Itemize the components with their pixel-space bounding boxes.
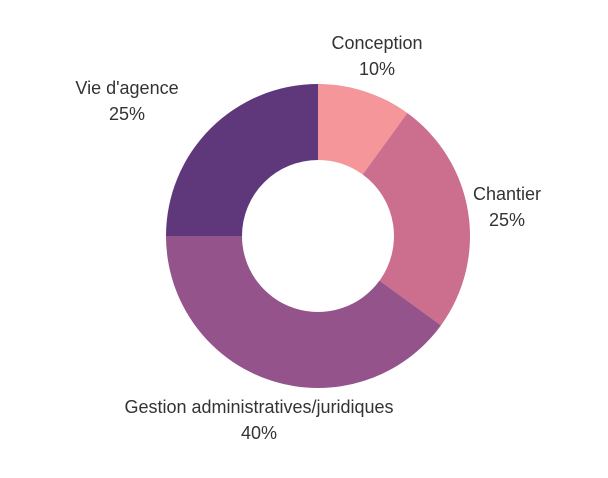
slice-name-chantier: Chantier bbox=[472, 184, 542, 204]
donut-slice-vie-d-agence bbox=[166, 84, 318, 236]
slice-name-conception: Conception bbox=[331, 33, 423, 53]
slice-value-vie-agence: 25% bbox=[108, 104, 146, 124]
donut-slice-chantier bbox=[362, 113, 470, 326]
slice-label-vie-agence: Vie d'agence 25% bbox=[75, 75, 178, 127]
slice-name-gestion: Gestion administratives/juridiques bbox=[124, 397, 394, 417]
slice-label-conception: Conception 10% bbox=[331, 30, 422, 82]
slice-value-chantier: 25% bbox=[488, 210, 526, 230]
slice-value-gestion: 40% bbox=[240, 423, 278, 443]
slice-label-gestion: Gestion administratives/juridiques 40% bbox=[124, 394, 393, 446]
slices-group bbox=[166, 84, 470, 388]
donut-slice-gestion-administratives-juridiques bbox=[166, 236, 441, 388]
slice-label-chantier: Chantier 25% bbox=[473, 181, 541, 233]
donut-slice-conception bbox=[318, 84, 408, 175]
slice-value-conception: 10% bbox=[358, 59, 396, 79]
slice-name-vie-agence: Vie d'agence bbox=[75, 78, 179, 98]
